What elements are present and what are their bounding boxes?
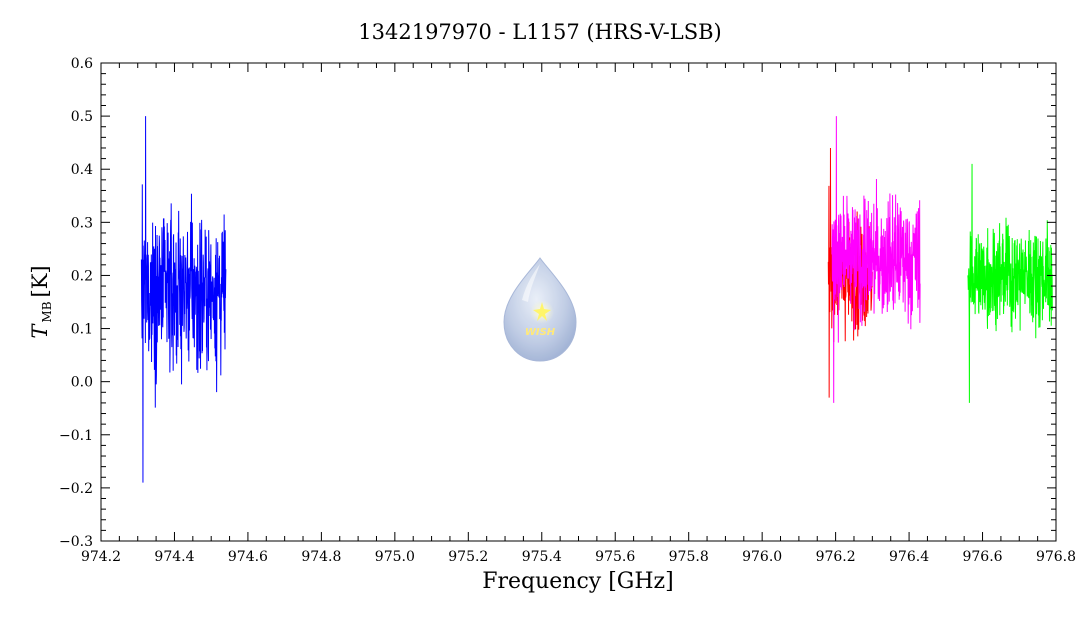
y-axis-label-sub: MB [40,301,54,322]
spectrum-series-4 [967,163,1053,403]
logo-text: WISH [525,327,556,338]
axes-layer: 974.2 974.4 974.6 974.8 975.0 975.2 975.4 975.6… [59,56,1076,565]
y-tick-label: 0.0 [71,375,93,391]
x-tick-label: 975.4 [522,549,562,565]
y-tick-label: 0.5 [71,109,93,125]
plot-frame [100,62,1057,542]
x-tick-label: 975.6 [595,549,635,565]
y-axis-label: TMB [K] [28,265,54,338]
y-tick-label: −0.3 [59,534,93,550]
x-tick-label: 976.6 [962,549,1002,565]
x-tick-label: 974.4 [154,549,194,565]
spectrum-series-3 [831,116,921,403]
x-axis-label: Frequency [GHz] [482,569,674,594]
x-tick-label: 974.6 [228,549,268,565]
y-tick-label: 0.2 [71,268,93,284]
y-axis-label-unit: [K] [28,265,52,297]
x-tick-label: 976.2 [816,549,856,565]
series-layer [140,116,1053,483]
y-tick-label: 0.4 [71,162,93,178]
y-axis-label-main: T [28,323,52,339]
x-tick-label: 974.8 [301,549,341,565]
x-tick-label: 974.2 [81,549,121,565]
y-tick-label: −0.2 [59,481,93,497]
x-tick-label: 976.0 [742,549,782,565]
logo-star-icon [533,302,551,321]
y-tick-label: −0.1 [59,428,93,444]
y-tick-label: 0.6 [71,56,93,72]
x-tick-label: 976.8 [1036,549,1076,565]
x-tick-label: 975.8 [669,549,709,565]
x-tick-label: 975.2 [448,549,488,565]
y-tick-label: 0.3 [71,215,93,231]
wish-logo: WISH [503,257,577,362]
chart-title: 1342197970 - L1157 (HRS-V-LSB) [358,20,721,44]
spectrum-series-1 [140,116,227,483]
x-tick-label: 975.0 [375,549,415,565]
x-tick-label: 976.4 [889,549,929,565]
y-tick-label: 0.1 [71,322,93,338]
